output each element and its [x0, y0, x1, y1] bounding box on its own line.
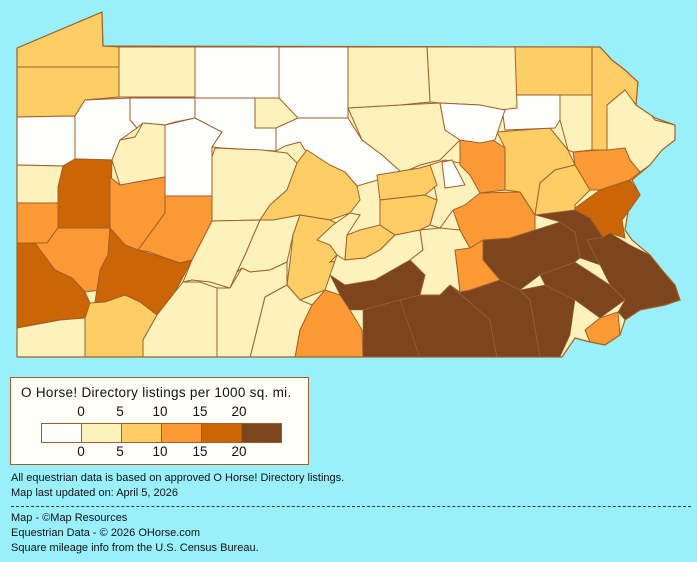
county-region: [216, 261, 288, 357]
county-region: [194, 46, 280, 99]
county-region: [514, 46, 593, 96]
county-region: [111, 122, 166, 186]
county-region: [379, 194, 438, 236]
county-region: [17, 12, 120, 68]
county-region: [574, 179, 641, 239]
legend-swatch: [242, 424, 281, 442]
legend-bottom-tick: 0: [77, 444, 85, 459]
county-region: [142, 281, 218, 357]
county-region: [426, 46, 518, 111]
county-region: [441, 159, 466, 189]
legend-bottom-tick: 15: [192, 444, 208, 459]
county-region: [539, 261, 626, 319]
legend-top-tick: 15: [192, 404, 208, 419]
county-region: [84, 294, 158, 357]
legend-swatch: [82, 424, 122, 442]
legend-bottom-tick: 20: [231, 444, 247, 459]
legend: O Horse! Directory listings per 1000 sq.…: [10, 377, 309, 465]
state-outline: [16, 11, 681, 358]
last-updated-note: Map last updated on: April 5, 2026: [11, 487, 178, 499]
county-region: [534, 164, 591, 216]
county-region: [294, 289, 364, 357]
legend-swatch: [162, 424, 202, 442]
legend-swatch: [122, 424, 162, 442]
county-region: [347, 46, 431, 109]
pennsylvania-county-map: [16, 11, 681, 358]
legend-top-tick: 5: [116, 404, 124, 419]
legend-bottom-tick: 5: [116, 444, 124, 459]
county-region: [439, 102, 506, 144]
county-region: [278, 46, 349, 119]
legend-swatch: [42, 424, 82, 442]
legend-color-bar: [41, 423, 282, 443]
divider: [11, 506, 691, 507]
legend-bottom-tick: 10: [152, 444, 168, 459]
county-region: [452, 191, 536, 249]
county-region: [57, 158, 113, 229]
data-basis-note: All equestrian data is based on approved…: [11, 472, 345, 484]
census-credit: Square mileage info from the U.S. Census…: [11, 542, 259, 554]
county-region: [118, 46, 196, 98]
legend-swatch: [202, 424, 242, 442]
legend-title: O Horse! Directory listings per 1000 sq.…: [21, 385, 292, 400]
county-region: [17, 115, 76, 167]
legend-top-tick: 0: [77, 404, 85, 419]
map-credit: Map - ©Map Resources: [11, 512, 128, 524]
legend-top-tick: 10: [152, 404, 168, 419]
data-credit: Equestrian Data - © 2026 OHorse.com: [11, 527, 201, 539]
legend-top-tick: 20: [231, 404, 247, 419]
